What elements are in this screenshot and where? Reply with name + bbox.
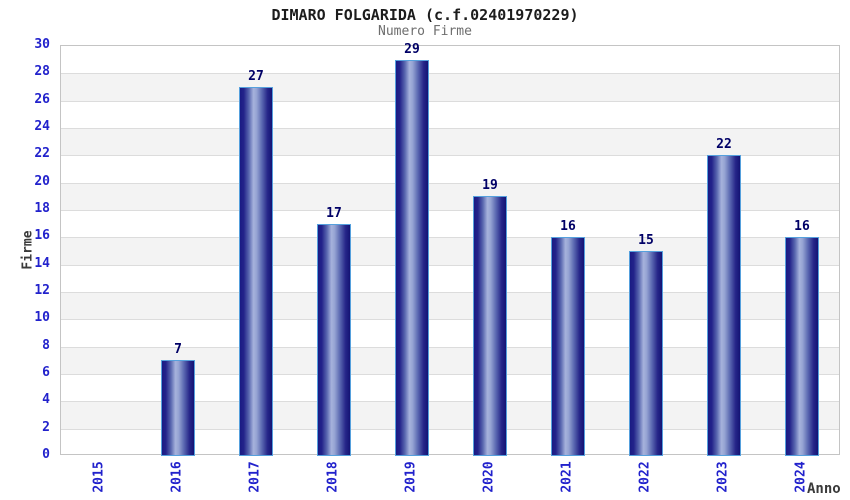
y-tick-label: 20 <box>34 173 50 189</box>
chart-title: DIMARO FOLGARIDA (c.f.02401970229) <box>271 6 579 24</box>
bar <box>473 196 507 456</box>
y-tick-label: 10 <box>34 310 50 326</box>
bar-value-label: 15 <box>638 233 654 248</box>
grid-band <box>61 128 839 156</box>
grid-line <box>61 264 839 266</box>
bar <box>707 155 741 456</box>
y-tick-label: 28 <box>34 64 50 80</box>
x-tick-label: 2017 <box>247 461 263 493</box>
bar-value-label: 16 <box>560 219 576 235</box>
bar-value-label: 16 <box>794 219 810 235</box>
bar <box>239 87 273 456</box>
grid-line <box>61 292 839 293</box>
grid-line <box>61 401 839 403</box>
grid-line <box>61 346 839 348</box>
bar-value-label: 19 <box>482 178 498 194</box>
grid-line <box>61 155 839 157</box>
grid-band <box>61 73 839 101</box>
grid-line <box>61 319 839 321</box>
grid-line <box>61 374 839 375</box>
grid-line <box>61 210 839 211</box>
y-tick-label: 4 <box>42 392 50 408</box>
grid-line <box>61 237 839 239</box>
bar <box>629 251 663 456</box>
bar <box>161 360 195 456</box>
grid-line <box>61 128 839 129</box>
x-tick-label: 2021 <box>559 461 575 493</box>
y-tick-label: 8 <box>42 337 50 353</box>
bar <box>551 237 585 456</box>
y-tick-label: 6 <box>42 365 50 380</box>
y-tick-label: 24 <box>34 119 50 134</box>
grid-line <box>61 182 839 184</box>
bar <box>317 223 351 456</box>
bar-value-label: 22 <box>716 137 732 153</box>
x-tick-label: 2022 <box>637 461 653 493</box>
x-tick-label: 2015 <box>91 461 107 493</box>
y-tick-label: 26 <box>34 91 50 107</box>
x-axis-title: Anno <box>807 481 841 497</box>
x-tick-label: 2018 <box>325 461 341 493</box>
x-tick-label: 2023 <box>715 461 731 493</box>
y-tick-label: 22 <box>34 146 50 162</box>
grid-line <box>61 428 839 430</box>
y-tick-label: 18 <box>34 201 50 216</box>
bar <box>785 237 819 456</box>
bar <box>395 59 429 456</box>
x-tick-label: 2016 <box>169 461 185 493</box>
grid-line <box>61 100 839 102</box>
x-tick-label: 2020 <box>481 461 497 493</box>
grid-line <box>61 73 839 75</box>
bar-value-label: 27 <box>248 69 264 84</box>
y-tick-label: 14 <box>34 255 50 271</box>
y-tick-label: 2 <box>42 419 50 435</box>
chart-subtitle: Numero Firme <box>378 24 472 39</box>
y-tick-label: 0 <box>42 447 50 462</box>
bar-value-label: 29 <box>404 41 420 57</box>
x-tick-label: 2024 <box>793 461 809 493</box>
bar-value-label: 7 <box>174 342 182 358</box>
bar-value-label: 17 <box>326 205 342 221</box>
plot-area: 7 27 17 29 19 16 15 22 16 <box>60 41 840 456</box>
x-tick-label: 2019 <box>403 461 419 493</box>
y-tick-label: 12 <box>34 283 50 298</box>
y-tick-label: 16 <box>34 228 50 244</box>
y-tick-label: 30 <box>34 37 50 52</box>
